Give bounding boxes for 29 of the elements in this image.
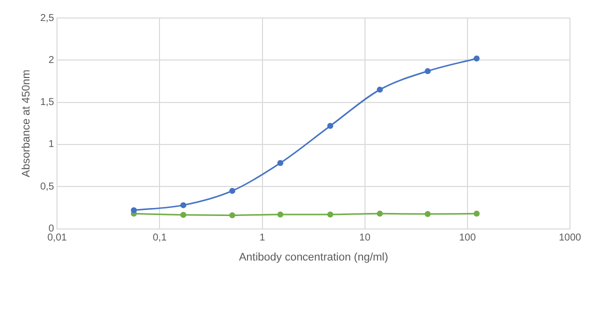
point — [277, 160, 284, 166]
x-axis-title: Antibody concentration (ng/ml) — [238, 251, 388, 264]
point — [327, 211, 334, 218]
point — [474, 55, 480, 62]
x-tick-label: 10 — [359, 232, 371, 244]
point — [180, 202, 186, 208]
y-tick-label: 2 — [48, 54, 55, 66]
point — [229, 188, 236, 194]
point — [130, 207, 137, 214]
y-tick-label: 0,5 — [40, 181, 55, 192]
x-tick-label: 0,1 — [152, 232, 168, 244]
y-tick-label: 2,5 — [40, 12, 55, 24]
y-tick-label: 1,5 — [40, 97, 55, 108]
point — [376, 86, 383, 93]
point — [277, 211, 284, 218]
point — [229, 212, 236, 218]
x-tick-label: 0,01 — [47, 232, 68, 244]
point — [327, 122, 334, 129]
y-tick-label: 0 — [48, 224, 55, 235]
y-tick-label: 1 — [48, 139, 55, 150]
point — [376, 210, 383, 217]
x-tick-label: 100 — [459, 232, 476, 244]
point — [180, 212, 186, 218]
point — [424, 211, 431, 218]
x-tick-label: 1000 — [558, 232, 582, 244]
point — [474, 210, 480, 217]
x-tick-label: 1 — [259, 232, 266, 244]
point — [424, 68, 431, 74]
y-axis-title: Absorbance at 450nm — [20, 70, 33, 178]
